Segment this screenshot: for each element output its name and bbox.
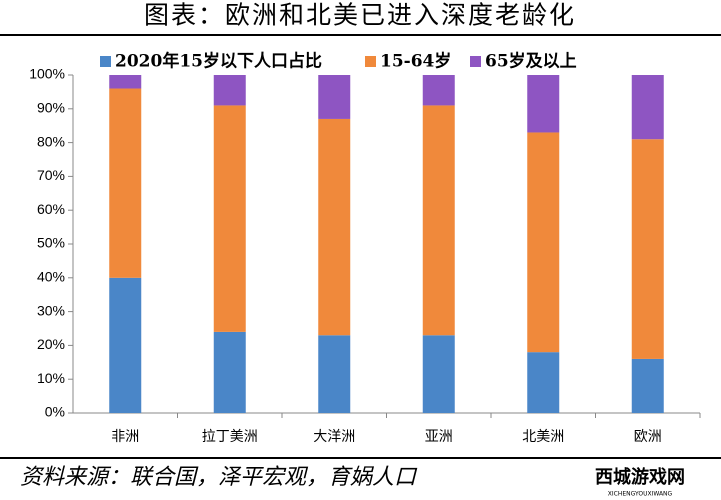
- bar-segment: [527, 352, 560, 413]
- legend-label: 15-64岁: [380, 51, 451, 72]
- bar-segment: [422, 335, 455, 413]
- x-tick-label: 拉丁美洲: [202, 429, 258, 445]
- bar-segment: [213, 105, 246, 332]
- bar-segment: [527, 75, 560, 133]
- x-tick-label: 非洲: [111, 429, 139, 445]
- x-tick-label: 大洋洲: [313, 429, 355, 445]
- y-tick-label: 10%: [37, 370, 65, 386]
- y-tick-label: 80%: [37, 133, 65, 149]
- legend-label: 65岁及以上: [485, 51, 577, 72]
- legend-swatch: [365, 56, 376, 67]
- bar-segment: [318, 75, 351, 119]
- source: 资料来源：联合国，泽平宏观，育娲人口: [20, 465, 418, 490]
- bar-segment: [422, 75, 455, 106]
- x-tick-label: 北美洲: [522, 429, 564, 445]
- y-tick-label: 0%: [45, 404, 65, 420]
- bar-segment: [213, 75, 246, 106]
- bar-segment: [631, 358, 664, 413]
- x-tick-label: 亚洲: [425, 429, 453, 445]
- y-tick-label: 20%: [37, 336, 65, 352]
- bar-segment: [109, 88, 142, 278]
- x-tick-label: 欧洲: [634, 429, 662, 445]
- watermark-sub: XICHENGYOUXIWANG: [608, 491, 673, 498]
- y-tick-label: 40%: [37, 269, 65, 285]
- y-tick-label: 100%: [29, 66, 65, 82]
- bar-segment: [422, 105, 455, 336]
- y-tick-label: 60%: [37, 201, 65, 217]
- bar-segment: [109, 75, 142, 89]
- y-tick-label: 70%: [37, 167, 65, 183]
- legend-swatch: [100, 56, 111, 67]
- bar-segment: [527, 132, 560, 353]
- legend-label: 2020年15岁以下人口占比: [115, 51, 322, 72]
- y-tick-label: 90%: [37, 100, 65, 116]
- chart-title: 图表：欧洲和北美已进入深度老龄化: [144, 1, 576, 30]
- legend-swatch: [470, 56, 481, 67]
- bar-segment: [631, 75, 664, 140]
- y-tick-label: 30%: [37, 302, 65, 318]
- y-tick-label: 50%: [37, 235, 65, 251]
- bar-segment: [213, 331, 246, 413]
- bar-segment: [318, 118, 351, 336]
- bar-segment: [631, 139, 664, 359]
- bar-segment: [109, 277, 142, 413]
- watermark: 西城游戏网: [595, 466, 685, 488]
- bar-segment: [318, 335, 351, 413]
